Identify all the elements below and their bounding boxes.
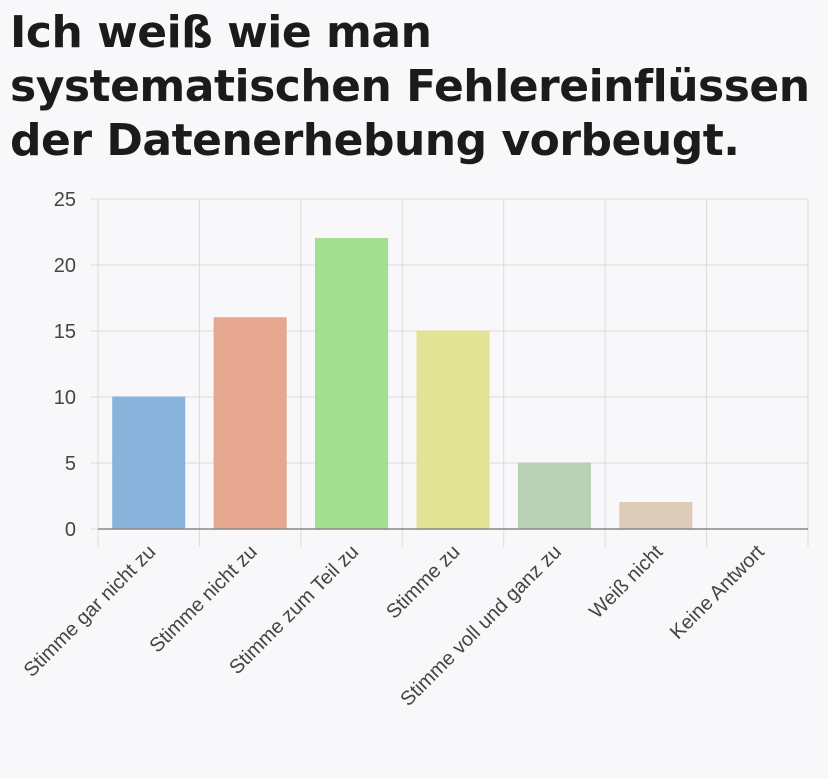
bar-2 <box>315 238 389 530</box>
y-tick-label: 15 <box>54 321 76 343</box>
y-tick-label: 5 <box>65 453 76 475</box>
x-tick-label: Keine Antwort <box>666 541 769 644</box>
x-tick-label: Stimme voll und ganz zu <box>396 541 566 711</box>
y-axis-ticks: 0 5 10 15 20 25 <box>54 189 76 541</box>
bar-5 <box>619 502 693 530</box>
y-tick-label: 20 <box>54 255 76 277</box>
x-tick-label: Weiß nicht <box>585 541 667 623</box>
bar-3 <box>416 330 490 530</box>
chart-title: Ich weiß wie man systematischen Fehlerei… <box>10 7 810 166</box>
bar-0 <box>112 396 186 530</box>
x-tick-label: Stimme gar nicht zu <box>20 541 161 682</box>
y-tick-label: 25 <box>54 189 76 211</box>
x-tick-label: Stimme zu <box>382 541 464 623</box>
x-tick-label: Stimme nicht zu <box>146 541 262 657</box>
y-tick-label: 0 <box>65 519 76 541</box>
bar-1 <box>213 317 287 530</box>
bar-4 <box>517 462 591 530</box>
y-tick-label: 10 <box>54 387 76 409</box>
chart-bars <box>112 238 693 530</box>
